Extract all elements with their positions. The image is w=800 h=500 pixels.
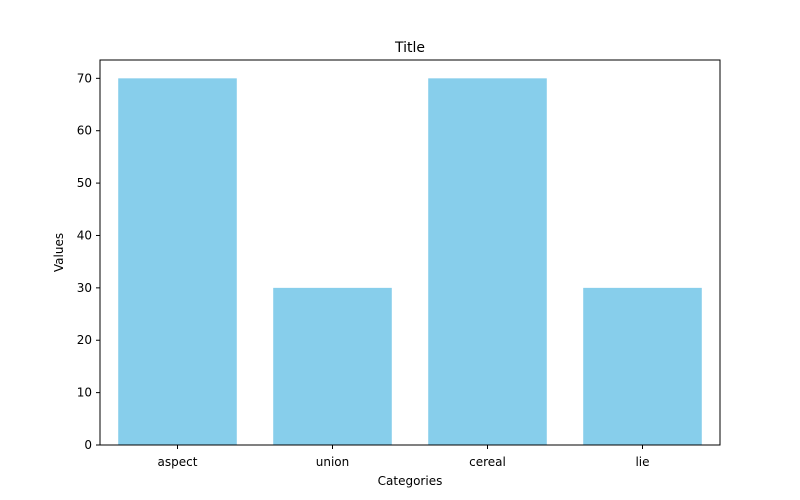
- bar-cereal: [428, 78, 547, 445]
- bar-union: [273, 287, 392, 445]
- chart-title: Title: [394, 40, 425, 56]
- x-tick-label: lie: [635, 455, 649, 469]
- y-tick-label: 30: [77, 281, 92, 295]
- x-tick-label: union: [316, 455, 350, 469]
- x-tick-label: aspect: [158, 455, 198, 469]
- y-tick-label: 60: [77, 124, 92, 138]
- x-axis-label: Categories: [378, 474, 443, 488]
- bar-aspect: [118, 78, 237, 445]
- y-tick-label: 10: [77, 386, 92, 400]
- plot-frame: [99, 59, 721, 446]
- y-tick-label: 50: [77, 176, 92, 190]
- y-tick-label: 70: [77, 71, 92, 85]
- x-axis-ticks: aspect union cereal lie: [158, 445, 650, 469]
- y-tick-label: 20: [77, 333, 92, 347]
- y-axis-label: Values: [52, 233, 66, 272]
- x-tick-label: cereal: [469, 455, 506, 469]
- y-tick-label: 40: [77, 228, 92, 242]
- y-tick-label: 0: [84, 438, 92, 452]
- bar-lie: [583, 287, 702, 445]
- bars-group: [118, 78, 702, 445]
- y-axis-ticks: 0 10 20 30 40 50 60 70: [77, 71, 100, 452]
